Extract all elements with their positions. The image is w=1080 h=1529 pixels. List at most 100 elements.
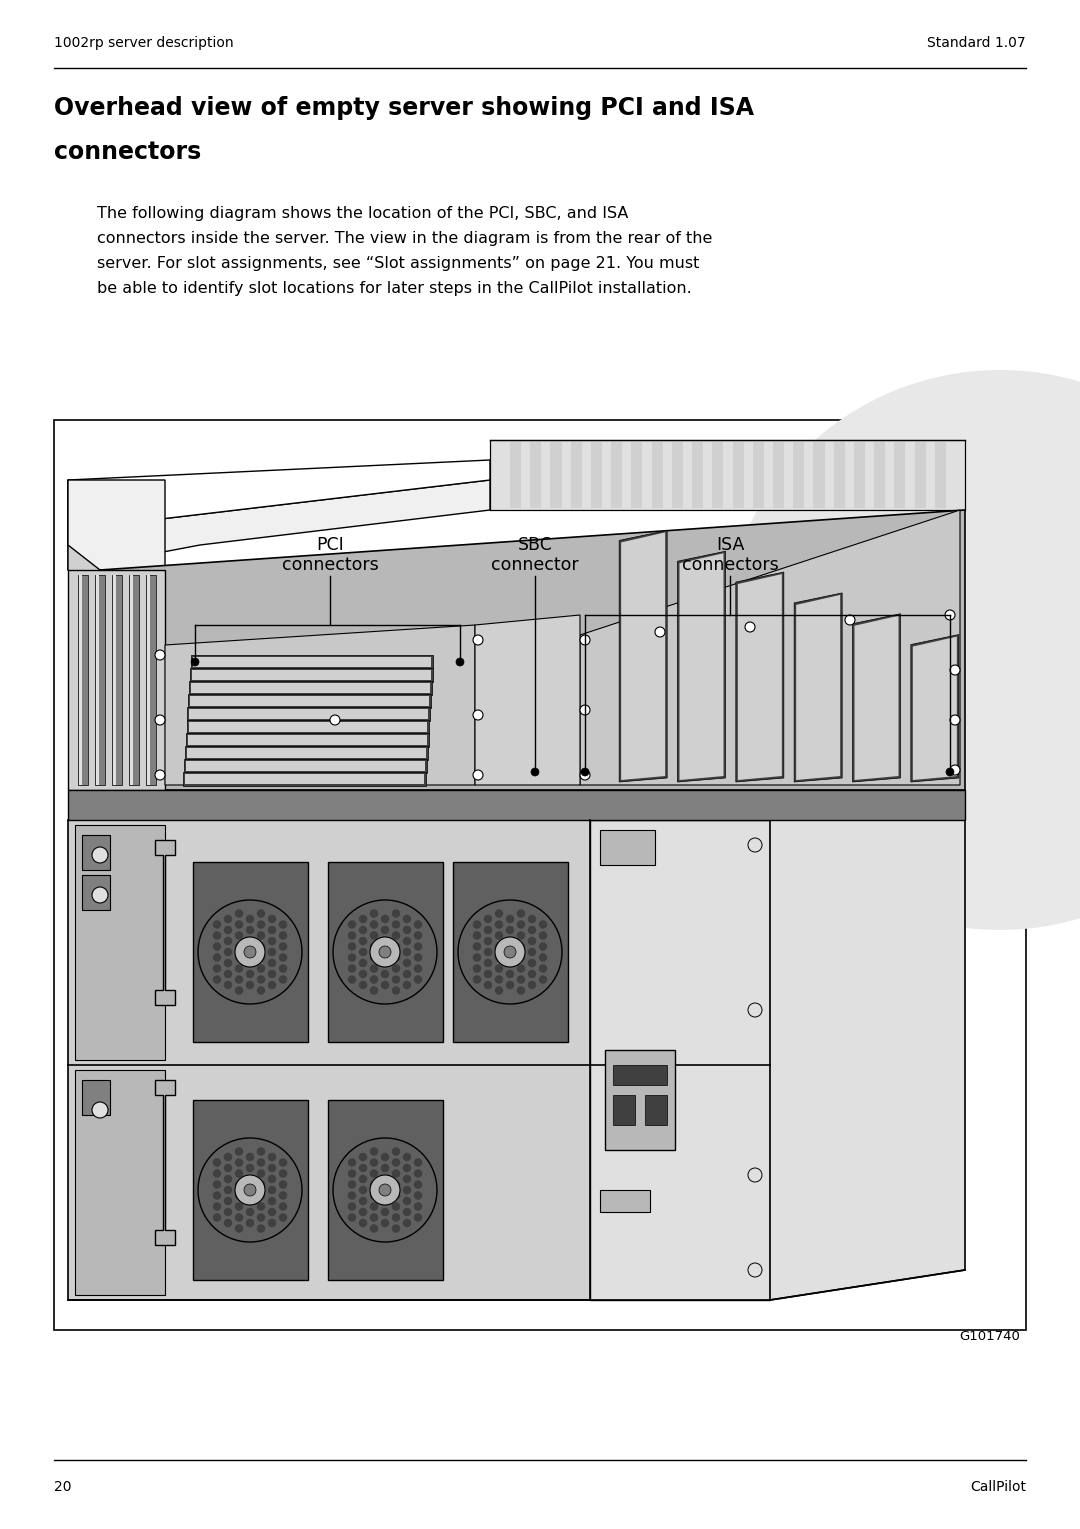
Circle shape xyxy=(473,931,482,940)
Polygon shape xyxy=(611,442,622,508)
Polygon shape xyxy=(190,654,433,668)
Polygon shape xyxy=(677,552,726,781)
Circle shape xyxy=(257,965,266,972)
Circle shape xyxy=(403,959,411,968)
Circle shape xyxy=(234,920,243,928)
Circle shape xyxy=(458,901,562,1005)
Circle shape xyxy=(720,370,1080,930)
Circle shape xyxy=(414,965,422,972)
Circle shape xyxy=(516,910,525,917)
Circle shape xyxy=(945,610,955,619)
Circle shape xyxy=(531,768,539,777)
Circle shape xyxy=(333,1138,437,1242)
Text: The following diagram shows the location of the PCI, SBC, and ISA: The following diagram shows the location… xyxy=(97,206,629,222)
Circle shape xyxy=(495,965,503,972)
Circle shape xyxy=(484,937,492,945)
Circle shape xyxy=(495,986,503,995)
Circle shape xyxy=(359,1208,367,1216)
Circle shape xyxy=(279,976,287,983)
Circle shape xyxy=(268,937,276,945)
Circle shape xyxy=(257,942,266,951)
Circle shape xyxy=(234,1147,243,1156)
Polygon shape xyxy=(510,442,522,508)
Circle shape xyxy=(348,965,356,972)
Circle shape xyxy=(257,1147,266,1156)
Circle shape xyxy=(224,1153,232,1161)
Circle shape xyxy=(268,1164,276,1173)
Circle shape xyxy=(246,980,254,989)
Circle shape xyxy=(516,976,525,983)
Circle shape xyxy=(495,942,503,951)
Circle shape xyxy=(279,942,287,951)
Circle shape xyxy=(473,771,483,780)
Circle shape xyxy=(505,925,514,934)
Circle shape xyxy=(484,959,492,968)
Circle shape xyxy=(234,942,243,951)
Circle shape xyxy=(516,920,525,928)
Circle shape xyxy=(234,1159,243,1167)
Polygon shape xyxy=(796,595,840,780)
Circle shape xyxy=(224,925,232,934)
Circle shape xyxy=(279,1191,287,1200)
Polygon shape xyxy=(692,442,703,508)
Circle shape xyxy=(370,1174,400,1205)
Circle shape xyxy=(257,1159,266,1167)
Circle shape xyxy=(392,1147,401,1156)
Circle shape xyxy=(539,942,548,951)
Text: G101740: G101740 xyxy=(959,1330,1020,1342)
Polygon shape xyxy=(68,480,100,590)
Circle shape xyxy=(234,1225,243,1232)
Circle shape xyxy=(516,986,525,995)
Circle shape xyxy=(381,937,389,945)
Circle shape xyxy=(246,1219,254,1228)
Circle shape xyxy=(246,1208,254,1216)
Circle shape xyxy=(234,1170,243,1177)
Circle shape xyxy=(348,953,356,962)
Circle shape xyxy=(234,910,243,917)
Circle shape xyxy=(268,1208,276,1216)
Circle shape xyxy=(369,931,378,940)
Circle shape xyxy=(235,937,265,966)
Circle shape xyxy=(198,901,302,1005)
Circle shape xyxy=(748,1003,762,1017)
Circle shape xyxy=(224,969,232,979)
Circle shape xyxy=(246,1153,254,1161)
Circle shape xyxy=(528,937,537,945)
Circle shape xyxy=(268,1187,276,1194)
Circle shape xyxy=(369,1147,378,1156)
Circle shape xyxy=(234,1180,243,1188)
Circle shape xyxy=(257,976,266,983)
Circle shape xyxy=(348,931,356,940)
Text: be able to identify slot locations for later steps in the CallPilot installation: be able to identify slot locations for l… xyxy=(97,281,692,297)
Circle shape xyxy=(359,1197,367,1205)
Circle shape xyxy=(268,914,276,924)
Polygon shape xyxy=(738,573,782,780)
Polygon shape xyxy=(188,694,431,708)
Circle shape xyxy=(946,768,954,777)
Circle shape xyxy=(528,959,537,968)
Circle shape xyxy=(414,953,422,962)
Text: 20: 20 xyxy=(54,1480,71,1494)
Circle shape xyxy=(257,986,266,995)
Circle shape xyxy=(392,1212,401,1222)
Polygon shape xyxy=(68,480,165,570)
Polygon shape xyxy=(130,575,133,784)
Circle shape xyxy=(505,980,514,989)
Polygon shape xyxy=(735,572,784,781)
Polygon shape xyxy=(146,575,156,784)
Circle shape xyxy=(369,965,378,972)
Circle shape xyxy=(359,959,367,968)
Bar xyxy=(600,830,654,865)
Circle shape xyxy=(379,1183,391,1196)
Bar xyxy=(328,862,443,1041)
Circle shape xyxy=(392,1225,401,1232)
Circle shape xyxy=(381,959,389,968)
Circle shape xyxy=(156,771,165,780)
Circle shape xyxy=(392,986,401,995)
Circle shape xyxy=(235,1174,265,1205)
Text: connectors: connectors xyxy=(282,557,378,573)
Circle shape xyxy=(246,937,254,945)
Circle shape xyxy=(528,969,537,979)
Circle shape xyxy=(359,1219,367,1228)
Circle shape xyxy=(381,1164,389,1173)
